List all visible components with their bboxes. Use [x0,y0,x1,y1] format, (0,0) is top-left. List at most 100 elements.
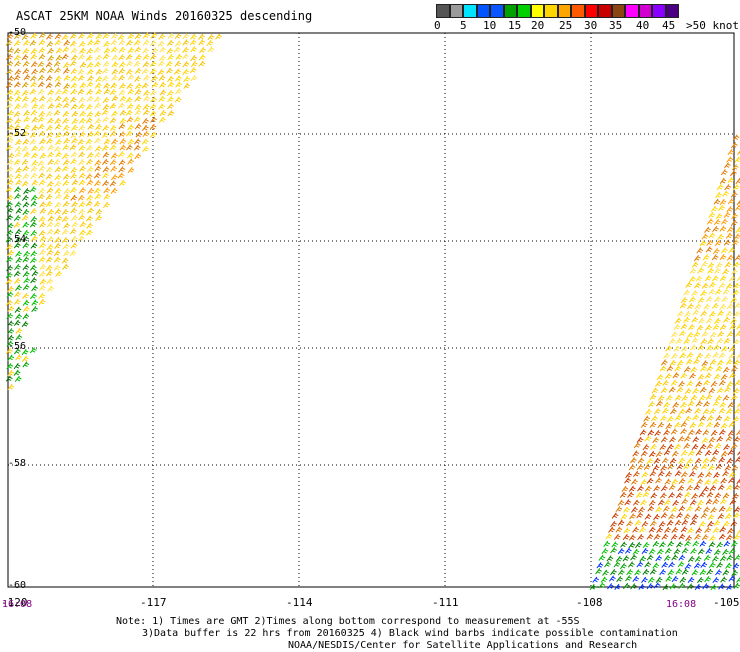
wind-barb [6,312,14,320]
wind-barb [22,299,30,306]
wind-barb [53,158,61,166]
wind-barb [79,165,86,172]
wind-barb [691,443,699,451]
wind-barb [671,450,679,457]
wind-barb [101,109,109,116]
wind-barb [611,541,619,548]
scale-label: 40 [636,19,650,32]
wind-barb [707,520,714,527]
wind-barb [126,152,134,159]
wind-barb [6,229,14,236]
wind-barb [151,81,159,88]
wind-barb [6,179,14,186]
wind-barb [110,82,118,89]
wind-barb [704,372,712,379]
wind-barb [617,499,625,506]
wind-barb [22,292,29,300]
wind-barb [718,583,725,590]
wind-barb [728,471,736,478]
wind-barb [660,512,668,519]
wind-barb [711,254,719,261]
wind-barb [604,561,611,568]
wind-barb [6,173,14,180]
wind-barb [46,228,54,235]
wind-barb [63,193,70,200]
wind-barb [710,584,718,591]
wind-barb [13,130,21,137]
wind-barb [711,302,719,309]
wind-barb [712,576,720,584]
wind-barb [157,69,165,76]
wind-barb [736,323,740,330]
wind-barb [681,471,688,478]
wind-barb [617,548,625,555]
wind-barb [736,402,740,408]
wind-barb [30,32,38,39]
wind-barb [173,46,181,53]
wind-barb [7,383,15,391]
wind-barb [150,96,157,103]
wind-barb [717,310,725,317]
wind-barb [46,244,54,251]
wind-barb [118,131,126,138]
wind-barb [126,39,133,46]
wind-barb [595,568,602,575]
wind-barb [610,569,617,576]
wind-barb [719,324,727,331]
wind-barb [14,68,22,76]
wind-barb [680,421,688,428]
wind-barb [45,194,53,201]
wind-barb [85,138,93,145]
wind-barb [77,68,85,75]
wind-barb [719,555,727,562]
wind-barb [142,32,150,39]
wind-barb [157,60,165,67]
wind-barb [6,60,14,67]
wind-barb [637,457,645,464]
wind-barb [707,261,715,269]
wind-barb [38,110,46,118]
wind-barb [707,513,715,521]
wind-barb [717,233,724,241]
wind-barb [647,576,655,584]
wind-barb [22,270,30,278]
wind-barb [14,193,21,200]
wind-barb [31,96,38,103]
wind-barb [700,561,708,568]
wind-barb [93,46,101,54]
wind-barb [29,88,37,95]
wind-barb [78,159,86,166]
wind-barb [727,198,735,205]
wind-barb [109,144,117,151]
wind-barb [727,449,735,456]
wind-barb [125,53,133,61]
wind-barb [652,464,660,471]
wind-barb [127,166,135,174]
wind-barb [657,394,665,402]
wind-barb [720,422,728,429]
wind-barb [730,296,738,304]
wind-barb [39,263,47,271]
wind-barb [167,81,175,88]
wind-barb [691,513,699,521]
wind-barb [158,95,166,102]
wind-barb [69,40,77,47]
wind-barb [70,103,78,110]
wind-barb [723,540,731,547]
wind-barb [727,527,734,534]
wind-barb [719,254,727,261]
wind-barb [70,67,78,75]
wind-barb [670,533,678,541]
wind-barb [31,145,38,152]
wind-barb [93,187,101,194]
wind-barb [656,374,664,381]
wind-barb [21,158,29,166]
wind-barb [70,172,77,180]
wind-barb [657,470,665,477]
wind-barb [102,124,110,131]
wind-barb [669,436,676,443]
wind-barb [166,89,174,97]
wind-barb [70,82,78,89]
wind-barb [660,359,668,366]
